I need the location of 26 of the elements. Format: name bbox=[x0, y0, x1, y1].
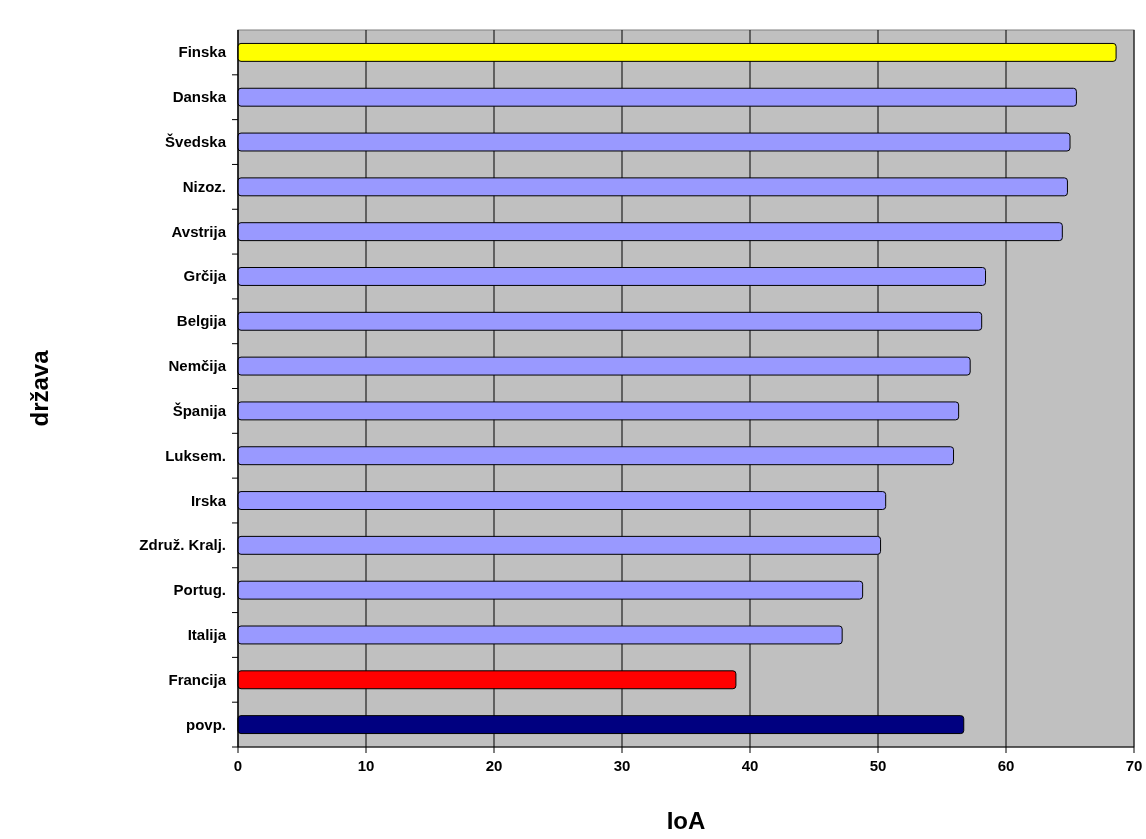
x-tick-label: 0 bbox=[233, 757, 243, 774]
y-tick-label: Italija bbox=[187, 625, 227, 643]
x-axis-title: IoA bbox=[666, 807, 706, 834]
y-tick-label: Irska bbox=[190, 491, 227, 509]
y-tick-label: Združ. Kralj. bbox=[139, 536, 226, 554]
x-tick-label: 70 bbox=[1125, 757, 1143, 774]
y-tick-label: Danska bbox=[172, 88, 227, 106]
y-tick-label: Francija bbox=[168, 670, 227, 688]
y-tick-label: Nizoz. bbox=[182, 177, 226, 195]
x-tick-label: 20 bbox=[485, 757, 503, 774]
y-tick-label: Švedska bbox=[165, 133, 227, 151]
y-tick-label: Luksem. bbox=[165, 446, 226, 464]
y-tick-label: povp. bbox=[186, 715, 226, 733]
y-tick-label: Portug. bbox=[173, 581, 226, 599]
x-tick-label: 50 bbox=[869, 757, 887, 774]
y-tick-label: Španija bbox=[172, 401, 227, 419]
y-axis-title: država bbox=[26, 349, 53, 427]
x-tick-label: 10 bbox=[357, 757, 375, 774]
y-tick-label: Finska bbox=[178, 43, 227, 61]
x-tick-label: 30 bbox=[613, 757, 631, 774]
x-tick-label: 60 bbox=[997, 757, 1015, 774]
y-tick-label: Grčija bbox=[183, 267, 227, 285]
y-tick-label: Avstrija bbox=[171, 222, 227, 240]
x-tick-label: 40 bbox=[741, 757, 759, 774]
y-tick-label: Belgija bbox=[176, 312, 227, 330]
y-tick-label: Nemčija bbox=[168, 357, 227, 375]
